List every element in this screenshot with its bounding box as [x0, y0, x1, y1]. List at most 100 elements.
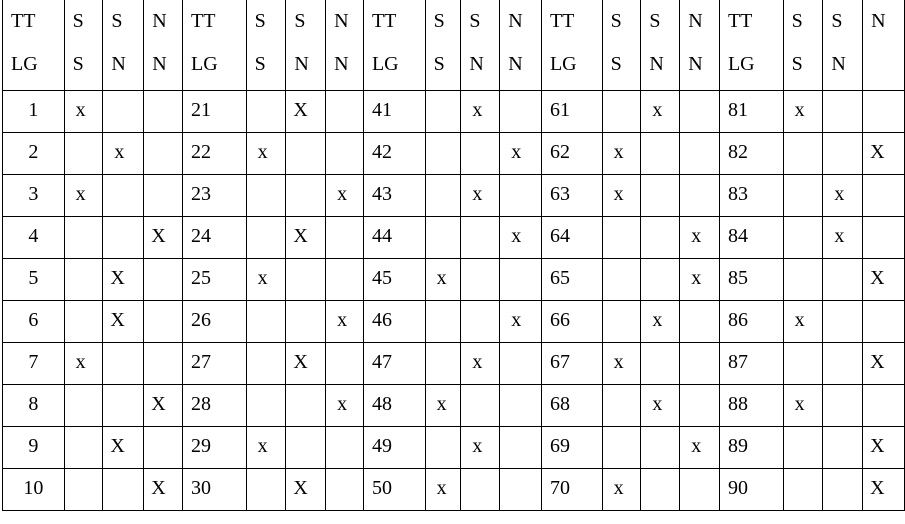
header-line: S	[254, 10, 266, 32]
header-line: S	[610, 10, 622, 32]
answer-cell-nn	[499, 258, 542, 301]
answer-cell-nn	[679, 300, 720, 343]
answer-cell-sn	[640, 468, 681, 511]
answer-cell-ss: x	[782, 384, 824, 427]
header-line: LG	[11, 53, 38, 75]
table-row: 8 X 28 x 48 x 68 x 88 x	[2, 384, 905, 427]
answer-cell-sn: x	[102, 132, 145, 175]
header-line: TT	[371, 10, 397, 32]
answer-cell-nn	[325, 216, 364, 259]
answer-cell-ss	[245, 90, 287, 133]
header-line: N	[831, 53, 846, 75]
table-row: 7 x 27 X 47 x 67 x 87 X	[2, 342, 905, 385]
answer-cell-nn	[679, 174, 720, 217]
header-line: S	[831, 10, 843, 32]
header-line: N	[649, 53, 664, 75]
answer-cell-ss	[601, 300, 642, 343]
answer-cell-ss: x	[63, 90, 104, 133]
answer-cell-nn: X	[143, 216, 183, 259]
answer-cell-sn: x	[460, 342, 501, 385]
answer-cell-sn: x	[640, 90, 681, 133]
header-line: LG	[371, 53, 399, 75]
answer-cell-ss: x	[424, 384, 462, 427]
answer-cell-sn: X	[285, 342, 327, 385]
question-number-cell: 42	[362, 132, 426, 175]
answer-cell-sn	[640, 426, 681, 469]
answer-cell-sn	[822, 90, 864, 133]
answer-cell-sn	[822, 342, 864, 385]
header-line: LG	[727, 53, 755, 75]
answer-cell-ss: x	[782, 90, 824, 133]
answer-cell-nn: X	[862, 132, 905, 175]
answer-cell-sn: X	[102, 300, 145, 343]
answer-cell-sn	[102, 468, 145, 511]
header-line: S	[72, 10, 84, 32]
answer-cell-sn	[285, 300, 327, 343]
header-row: TT LG S S S N N N TT LG S S S N N N TT LG S S S N N N TT LG S S S N N N…	[2, 0, 905, 91]
answer-cell-sn	[102, 216, 145, 259]
table-row: 2 x 22 x 42 x 62 x 82 X	[2, 132, 905, 175]
answer-cell-ss	[245, 342, 287, 385]
answer-cell-nn	[679, 384, 720, 427]
header-line: N	[152, 53, 167, 75]
header-cell-number: TT LG	[718, 0, 784, 91]
answer-cell-ss: x	[424, 468, 462, 511]
header-cell-nn: N	[862, 0, 905, 91]
answer-cell-nn	[862, 90, 905, 133]
answer-cell-sn	[822, 426, 864, 469]
answer-cell-nn	[499, 468, 542, 511]
answer-cell-sn	[102, 384, 145, 427]
question-number-cell: 86	[718, 300, 784, 343]
answer-cell-ss	[782, 216, 824, 259]
header-line: S	[649, 10, 661, 32]
header-line: N	[111, 53, 126, 75]
answer-cell-ss	[601, 216, 642, 259]
answer-cell-sn: x	[822, 174, 864, 217]
answer-cell-nn: x	[679, 426, 720, 469]
answer-cell-nn	[325, 132, 364, 175]
question-number-cell: 29	[181, 426, 247, 469]
question-number-cell: 23	[181, 174, 247, 217]
answer-cell-ss	[63, 300, 104, 343]
question-number-cell: 67	[540, 342, 603, 385]
header-cell-number: TT LG	[181, 0, 247, 91]
answer-cell-sn	[285, 174, 327, 217]
answer-cell-sn: x	[640, 384, 681, 427]
answer-cell-ss	[782, 174, 824, 217]
answer-cell-ss: x	[424, 258, 462, 301]
answer-table: TT LG S S S N N N TT LG S S S N N N TT LG S S S N N N TT LG S S S N N N…	[2, 0, 905, 511]
answer-cell-nn	[499, 384, 542, 427]
header-line: LG	[549, 53, 577, 75]
answer-cell-nn: X	[862, 426, 905, 469]
question-number-cell: 90	[718, 468, 784, 511]
header-line: LG	[190, 53, 218, 75]
header-line: S	[469, 10, 481, 32]
question-number-cell: 70	[540, 468, 603, 511]
answer-cell-nn: x	[325, 384, 364, 427]
answer-cell-sn	[285, 426, 327, 469]
answer-cell-ss: x	[63, 342, 104, 385]
question-number-cell: 25	[181, 258, 247, 301]
question-number-cell: 87	[718, 342, 784, 385]
answer-cell-ss	[601, 90, 642, 133]
answer-cell-nn	[325, 426, 364, 469]
answer-cell-ss	[424, 90, 462, 133]
table-row: 6 X 26 x 46 x 66 x 86 x	[2, 300, 905, 343]
table-row: 4 X 24 X 44 x 64 x 84 x	[2, 216, 905, 259]
answer-cell-nn	[143, 132, 183, 175]
table-row: 9 X 29 x 49 x 69 x 89 X	[2, 426, 905, 469]
question-number-cell: 27	[181, 342, 247, 385]
answer-cell-ss	[782, 342, 824, 385]
header-line: S	[294, 10, 306, 32]
answer-cell-ss	[63, 258, 104, 301]
answer-cell-sn: x	[460, 174, 501, 217]
table-row: 1 x 21 X 41 x 61 x 81 x	[2, 90, 905, 133]
header-line: N	[334, 53, 349, 75]
question-number-cell: 3	[2, 174, 65, 217]
answer-cell-nn	[143, 90, 183, 133]
answer-cell-sn: x	[822, 216, 864, 259]
